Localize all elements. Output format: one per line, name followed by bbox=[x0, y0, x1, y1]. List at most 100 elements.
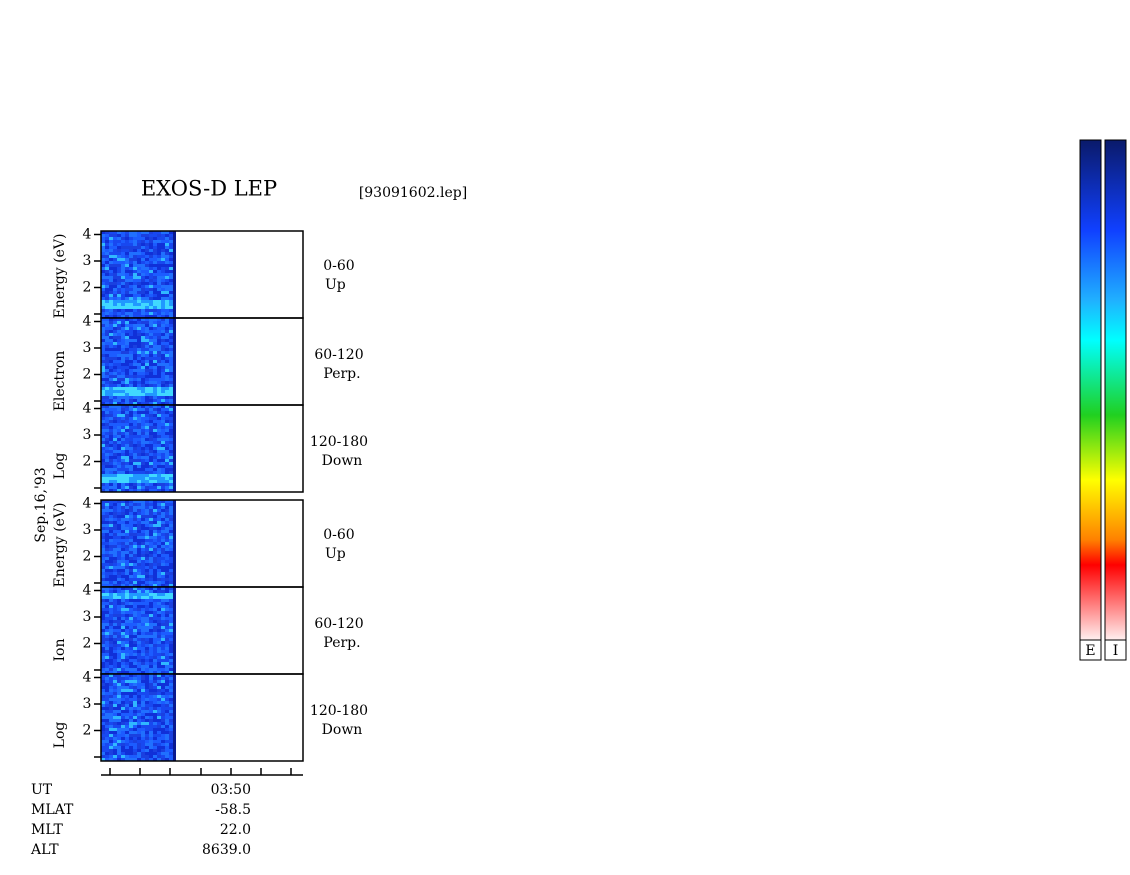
spectrogram-cell bbox=[117, 656, 121, 659]
spectrogram-cell bbox=[133, 704, 137, 707]
spectrogram-cell bbox=[137, 405, 141, 408]
spectrogram-cell bbox=[101, 614, 105, 617]
spectrogram-cell bbox=[113, 420, 117, 423]
spectrogram-cell bbox=[153, 668, 157, 671]
spectrogram-cell bbox=[161, 252, 165, 255]
spectrogram-cell bbox=[153, 405, 157, 408]
spectrogram-cell bbox=[145, 444, 149, 447]
spectrogram-cell bbox=[125, 671, 129, 674]
spectrogram-cell bbox=[169, 252, 173, 255]
spectrogram-cell bbox=[141, 611, 145, 614]
spectrogram-cell bbox=[125, 647, 129, 650]
spectrogram-cell bbox=[145, 578, 149, 581]
spectrogram-cell bbox=[113, 318, 117, 321]
spectrogram-cell bbox=[117, 429, 121, 432]
spectrogram-cell bbox=[165, 369, 169, 372]
spectrogram-cell bbox=[121, 695, 125, 698]
spectrogram-cell bbox=[117, 524, 121, 527]
spectrogram-cell bbox=[161, 650, 165, 653]
spectrogram-cell bbox=[101, 390, 105, 393]
spectrogram-cell bbox=[137, 587, 141, 590]
spectrogram-cell bbox=[113, 297, 117, 300]
spectrogram-cell bbox=[165, 653, 169, 656]
spectrogram-cell bbox=[109, 680, 113, 683]
spectrogram-cell bbox=[145, 372, 149, 375]
spectrogram-cell bbox=[165, 306, 169, 309]
spectrogram-cell bbox=[149, 303, 153, 306]
spectrogram-cell bbox=[157, 483, 161, 486]
spectrogram-cell bbox=[169, 503, 173, 506]
spectrogram-cell bbox=[113, 342, 117, 345]
spectrogram-cell bbox=[117, 740, 121, 743]
spectrogram-cell bbox=[157, 641, 161, 644]
spectrogram-cell bbox=[149, 758, 153, 761]
spectrogram-cell bbox=[165, 357, 169, 360]
spectrogram-cell bbox=[145, 312, 149, 315]
spectrogram-cell bbox=[141, 264, 145, 267]
spectrogram-cell bbox=[117, 354, 121, 357]
spectrogram-cell bbox=[133, 453, 137, 456]
spectrogram-cell bbox=[101, 503, 105, 506]
spectrogram-cell bbox=[101, 665, 105, 668]
spectrogram-cell bbox=[169, 536, 173, 539]
spectrogram-cell bbox=[165, 548, 169, 551]
spectrogram-cell bbox=[117, 623, 121, 626]
spectrogram-cell bbox=[113, 390, 117, 393]
spectrogram-cell bbox=[141, 330, 145, 333]
spectrogram-cell bbox=[157, 674, 161, 677]
spectrogram-cell bbox=[101, 399, 105, 402]
spectrogram-cell bbox=[105, 348, 109, 351]
spectrogram-cell bbox=[121, 584, 125, 587]
spectrogram-cell bbox=[153, 441, 157, 444]
spectrogram-cell bbox=[101, 644, 105, 647]
spectrogram-cell bbox=[161, 713, 165, 716]
spectrogram-cell bbox=[121, 321, 125, 324]
spectrogram-cell bbox=[133, 483, 137, 486]
spectrogram-cell bbox=[133, 662, 137, 665]
spectrogram-cell bbox=[137, 644, 141, 647]
spectrogram-cell bbox=[165, 468, 169, 471]
spectrogram-cell bbox=[105, 363, 109, 366]
spectrogram-cell bbox=[129, 462, 133, 465]
spectrogram-cell bbox=[133, 276, 137, 279]
spectrogram-cell bbox=[109, 590, 113, 593]
spectrogram-cell bbox=[109, 252, 113, 255]
spectrogram-cell bbox=[113, 533, 117, 536]
spectrogram-cell bbox=[141, 539, 145, 542]
spectrogram-cell bbox=[133, 536, 137, 539]
spectrogram-cell bbox=[141, 665, 145, 668]
spectrogram-cell bbox=[165, 728, 169, 731]
spectrogram-cell bbox=[145, 674, 149, 677]
spectrogram-cell bbox=[137, 426, 141, 429]
spectrogram-cell bbox=[101, 500, 105, 503]
spectrogram-cell bbox=[105, 357, 109, 360]
spectrogram-cell bbox=[141, 321, 145, 324]
spectrogram-cell bbox=[153, 414, 157, 417]
spectrogram-cell bbox=[121, 336, 125, 339]
spectrogram-cell bbox=[169, 267, 173, 270]
spectrogram-cell bbox=[165, 719, 169, 722]
spectrogram-cell bbox=[165, 426, 169, 429]
spectrogram-cell bbox=[153, 554, 157, 557]
spectrogram-cell bbox=[125, 656, 129, 659]
spectrogram-cell bbox=[169, 656, 173, 659]
spectrogram-cell bbox=[153, 740, 157, 743]
spectrogram-cell bbox=[101, 542, 105, 545]
direction-label: Perp. bbox=[323, 366, 360, 382]
spectrogram-cell bbox=[149, 381, 153, 384]
spectrogram-cell bbox=[109, 656, 113, 659]
spectrogram-cell bbox=[169, 623, 173, 626]
spectrogram-cell bbox=[113, 731, 117, 734]
spectrogram-cell bbox=[165, 333, 169, 336]
spectrogram-cell bbox=[145, 662, 149, 665]
spectrogram-cell bbox=[141, 587, 145, 590]
spectrogram-cell bbox=[169, 713, 173, 716]
spectrogram-cell bbox=[105, 533, 109, 536]
spectrogram-cell bbox=[169, 542, 173, 545]
spectrogram-cell bbox=[121, 426, 125, 429]
spectrogram-cell bbox=[105, 411, 109, 414]
spectrogram-cell bbox=[117, 608, 121, 611]
spectrogram-cell bbox=[113, 671, 117, 674]
spectrogram-cell bbox=[145, 390, 149, 393]
spectrogram-cell bbox=[113, 692, 117, 695]
